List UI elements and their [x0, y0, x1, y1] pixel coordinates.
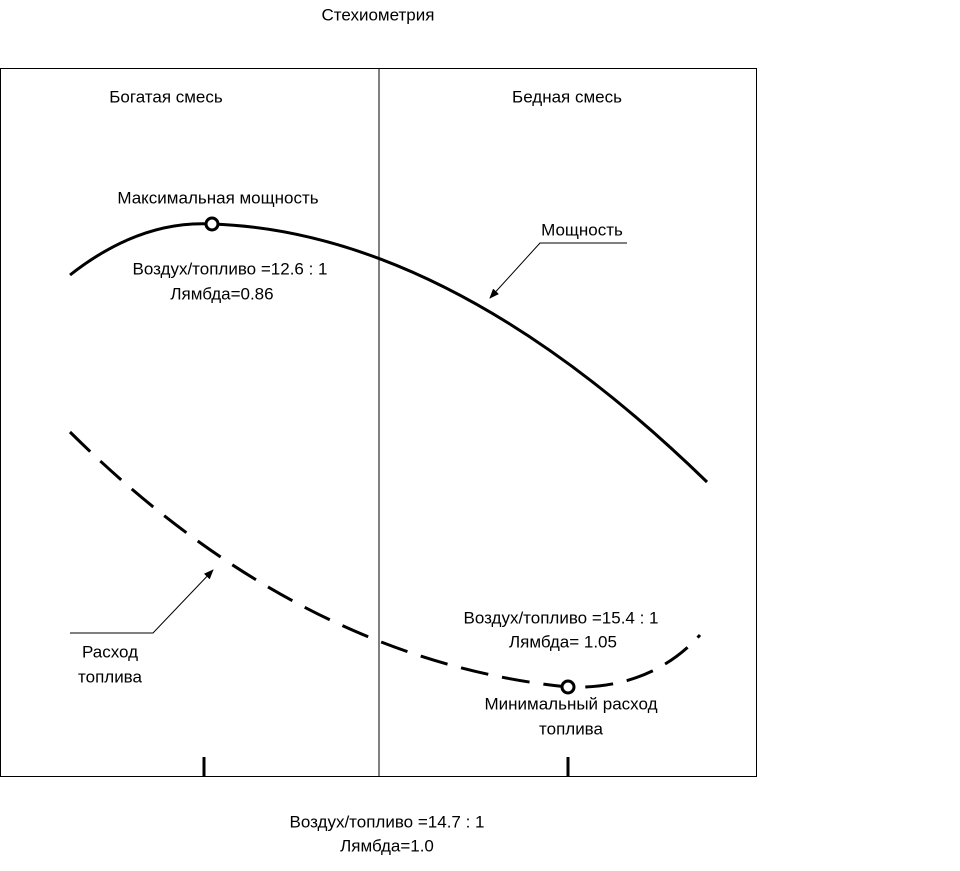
- annotation: топлива: [539, 719, 604, 738]
- annotation: Лямбда= 1.05: [509, 632, 617, 651]
- min-fuel-point: [560, 679, 576, 695]
- annotation: Воздух/топливо =12.6 : 1: [133, 259, 328, 278]
- power-curve: [69, 222, 709, 484]
- annotation: Лямбда=0.86: [170, 284, 273, 303]
- annotation: Воздух/топливо =15.4 : 1: [464, 608, 659, 627]
- fuel-curve: [68, 430, 702, 689]
- curve-label: Мощность: [541, 220, 623, 239]
- title: Стехиометрия: [322, 5, 435, 24]
- max-power-point: [204, 216, 220, 232]
- region-label: Бедная смесь: [512, 87, 622, 106]
- region-label: Богатая смесь: [109, 87, 223, 106]
- annotation: Минимальный расход: [484, 694, 657, 713]
- annotation: Лямбда=1.0: [340, 836, 434, 855]
- annotation: Максимальная мощность: [117, 188, 318, 207]
- power-leader: [489, 242, 627, 299]
- curve-label: Расход: [82, 642, 138, 661]
- fuel-leader: [70, 569, 214, 634]
- annotation: Воздух/топливо =14.7 : 1: [290, 812, 485, 831]
- curve-label: топлива: [78, 667, 143, 686]
